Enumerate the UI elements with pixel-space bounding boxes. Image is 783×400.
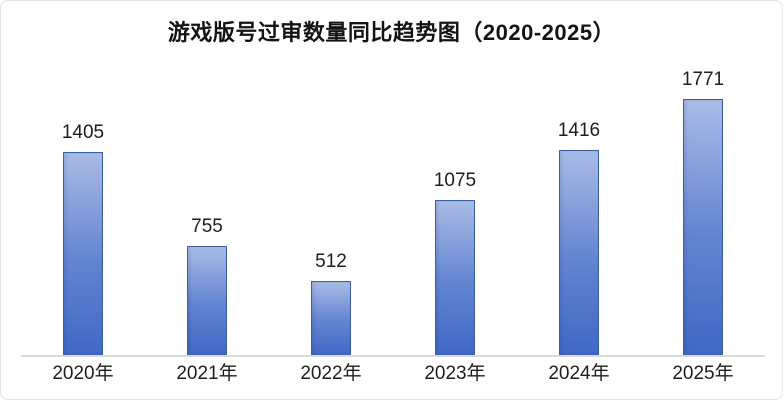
x-axis-line	[21, 355, 765, 357]
x-axis-tick-label: 2025年	[672, 363, 734, 384]
bar-2025	[683, 99, 723, 355]
x-axis-tick-label: 2020年	[52, 363, 114, 384]
bar-group-2025: 1771	[641, 1, 765, 355]
bar-value-label: 512	[315, 251, 347, 272]
bar-2021	[187, 246, 227, 355]
bar-group-2020: 1405	[21, 1, 145, 355]
x-axis-tick-labels: 2020年 2021年 2022年 2023年 2024年 2025年	[21, 364, 765, 383]
x-axis-tick-label: 2024年	[548, 363, 610, 384]
bar-value-label: 755	[191, 216, 223, 237]
bars-container: 1405 755 512 1075 1416 1771	[21, 1, 765, 355]
bar-group-2023: 1075	[393, 1, 517, 355]
bar-value-label: 1405	[61, 122, 105, 143]
bar-2022	[311, 281, 351, 355]
x-axis-tick-label: 2022年	[300, 363, 362, 384]
bar-value-label: 1416	[557, 120, 601, 141]
x-axis-tick-label: 2021年	[176, 363, 238, 384]
plot-area: 1405 755 512 1075 1416 1771 2020年 2021年 2022年 20…	[21, 1, 765, 399]
bar-group-2022: 512	[269, 1, 393, 355]
bar-group-2021: 755	[145, 1, 269, 355]
chart-title: 游戏版号过审数量同比趋势图（2020-2025）	[167, 20, 616, 45]
bar-2020	[63, 152, 103, 355]
bar-value-label: 1771	[681, 69, 725, 90]
bar-2023	[435, 200, 475, 355]
bar-group-2024: 1416	[517, 1, 641, 355]
x-axis-tick-label: 2023年	[424, 363, 486, 384]
bar-2024	[559, 150, 599, 355]
bar-value-label: 1075	[433, 170, 477, 191]
